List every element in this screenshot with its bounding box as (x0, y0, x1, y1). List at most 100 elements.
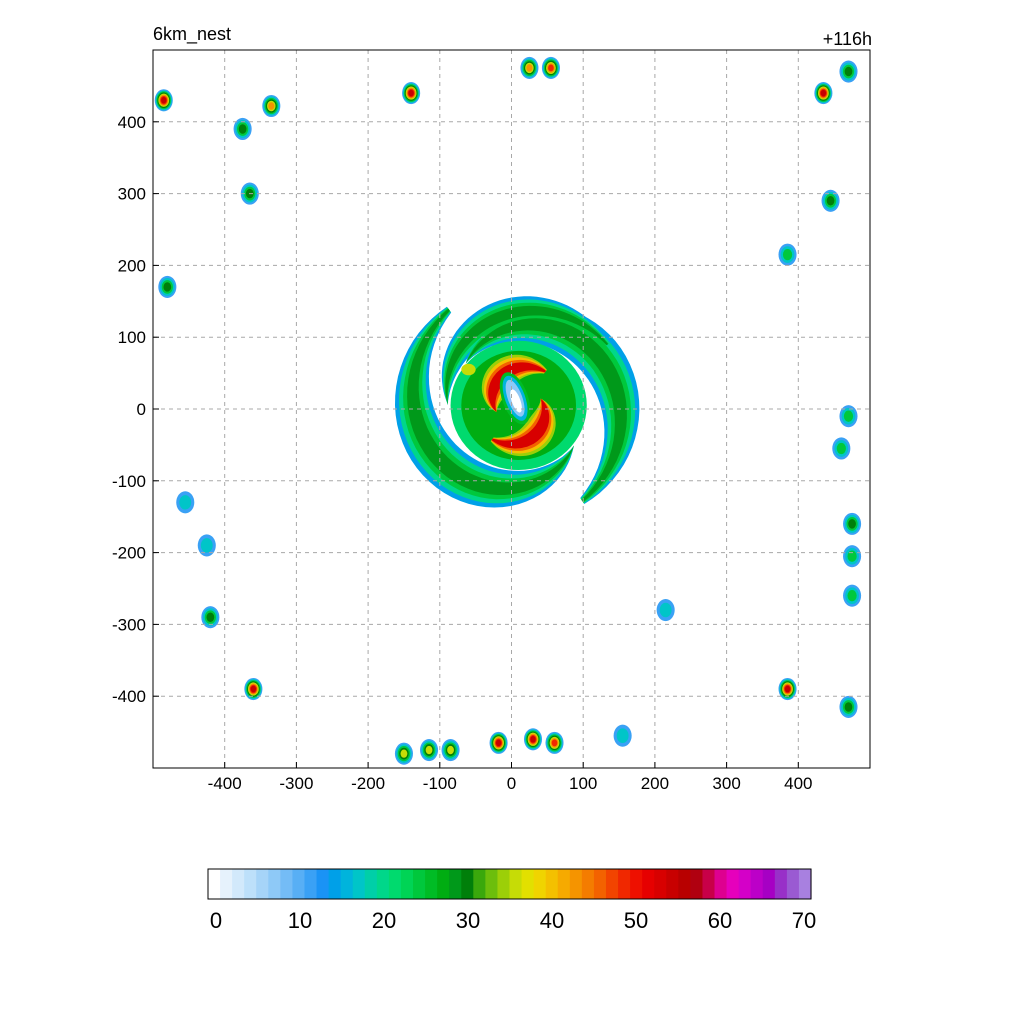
colorbar-bin (376, 869, 390, 899)
colorbar-bin (485, 869, 499, 899)
colorbar-bin (605, 869, 619, 899)
panel-right-title: +116h (823, 29, 872, 49)
x-tick-label: -100 (423, 774, 457, 793)
convective-cell (814, 82, 833, 105)
colorbar-bin (642, 869, 655, 899)
convective-cells (154, 56, 862, 765)
colorbar-bin (449, 869, 462, 899)
eye-center (510, 389, 522, 413)
convective-cell (613, 724, 632, 747)
colorbar-bin (400, 869, 414, 899)
x-tick-label: -300 (279, 774, 313, 793)
cell-contour (530, 736, 536, 743)
convective-cell (778, 243, 797, 266)
cell-contour (847, 590, 857, 602)
y-tick-label: 100 (118, 328, 146, 347)
convective-cell (839, 695, 858, 719)
colorbar-bin (545, 869, 559, 899)
convective-cell (656, 598, 675, 622)
cell-contour (551, 739, 558, 747)
colorbar-bin (702, 869, 716, 899)
colorbar-frame (207, 868, 812, 900)
colorbar-tick-label: 40 (540, 908, 564, 933)
convective-cell (839, 405, 858, 428)
colorbar-bin (762, 869, 776, 899)
convective-cell (545, 731, 564, 754)
cell-contour (526, 64, 533, 72)
colorbar-bin (750, 869, 764, 899)
colorbar-bin (654, 869, 667, 899)
x-axis: -400 -300 -200 -100 0 100 200 300 400 (208, 762, 812, 793)
colorbar-bin (521, 869, 535, 899)
cell-contour (659, 602, 672, 618)
y-tick-label: -300 (112, 615, 146, 634)
x-tick-label: 300 (712, 774, 740, 793)
y-tick-label: -400 (112, 687, 146, 706)
cell-contour (548, 64, 554, 72)
colorbar-bin (244, 869, 257, 899)
colorbar-bin (388, 869, 402, 899)
colorbar-bin (581, 869, 595, 899)
y-tick-label: -200 (112, 544, 146, 563)
colorbar-bin (413, 869, 426, 899)
colorbar-bin (316, 869, 330, 899)
colorbar-bin (280, 869, 294, 899)
convective-cell (843, 512, 862, 535)
cell-contour (425, 745, 433, 755)
cell-contour (844, 66, 853, 77)
convective-cell (523, 728, 543, 751)
colorbar-bin (738, 869, 752, 899)
convective-cell (154, 89, 173, 112)
cell-contour (836, 442, 846, 455)
cell-contour (179, 495, 192, 510)
x-tick-label: 100 (569, 774, 597, 793)
colorbar-tick-label: 0 (210, 908, 222, 933)
colorbar-bin (690, 869, 704, 899)
colorbar-bin (678, 869, 691, 899)
colorbar-bin (473, 869, 486, 899)
x-tick-label: 400 (784, 774, 812, 793)
storm-core (395, 296, 640, 508)
cell-contour (161, 97, 167, 104)
convective-cell (201, 606, 220, 629)
y-axis: -400 -300 -200 -100 0 100 200 300 400 (112, 113, 159, 706)
convective-cell (821, 189, 840, 212)
cell-contour (200, 538, 213, 553)
convective-cell (520, 56, 539, 80)
colorbar-bin (714, 869, 728, 899)
colorbar-ticks: 0 10 20 30 40 50 60 70 (210, 908, 816, 933)
colorbar-tick-label: 70 (792, 908, 816, 933)
convective-cell (176, 491, 195, 514)
convective-cell (843, 584, 862, 607)
convective-cell (839, 60, 858, 83)
colorbar-tick-label: 10 (288, 908, 312, 933)
colorbar-tick-label: 50 (624, 908, 648, 933)
colorbar-bin (220, 869, 233, 899)
y-tick-label: 300 (118, 185, 146, 204)
cell-contour (844, 702, 853, 712)
x-tick-label: 200 (641, 774, 669, 793)
cell-contour (408, 89, 414, 97)
colorbar-bin (256, 869, 269, 899)
colorbar-bin (352, 869, 366, 899)
rain-band (458, 314, 631, 503)
colorbar-bin (232, 869, 245, 899)
colorbar-bin (533, 869, 547, 899)
cell-contour (206, 612, 215, 622)
x-tick-label: 0 (507, 774, 516, 793)
convective-cell (158, 275, 177, 298)
colorbar-bin (425, 869, 438, 899)
y-tick-label: 0 (137, 400, 146, 419)
cell-contour (782, 248, 793, 261)
cell-contour (843, 410, 854, 422)
convective-blob (461, 363, 476, 376)
convective-cell (402, 82, 421, 105)
cell-contour (826, 196, 835, 206)
convective-cell (244, 677, 263, 701)
cell-contour (238, 124, 247, 134)
colorbar-bin (666, 869, 679, 899)
cell-contour (616, 728, 629, 743)
colorbar-bin (437, 869, 450, 899)
colorbar-bins (208, 869, 812, 899)
convective-cell (778, 677, 797, 701)
